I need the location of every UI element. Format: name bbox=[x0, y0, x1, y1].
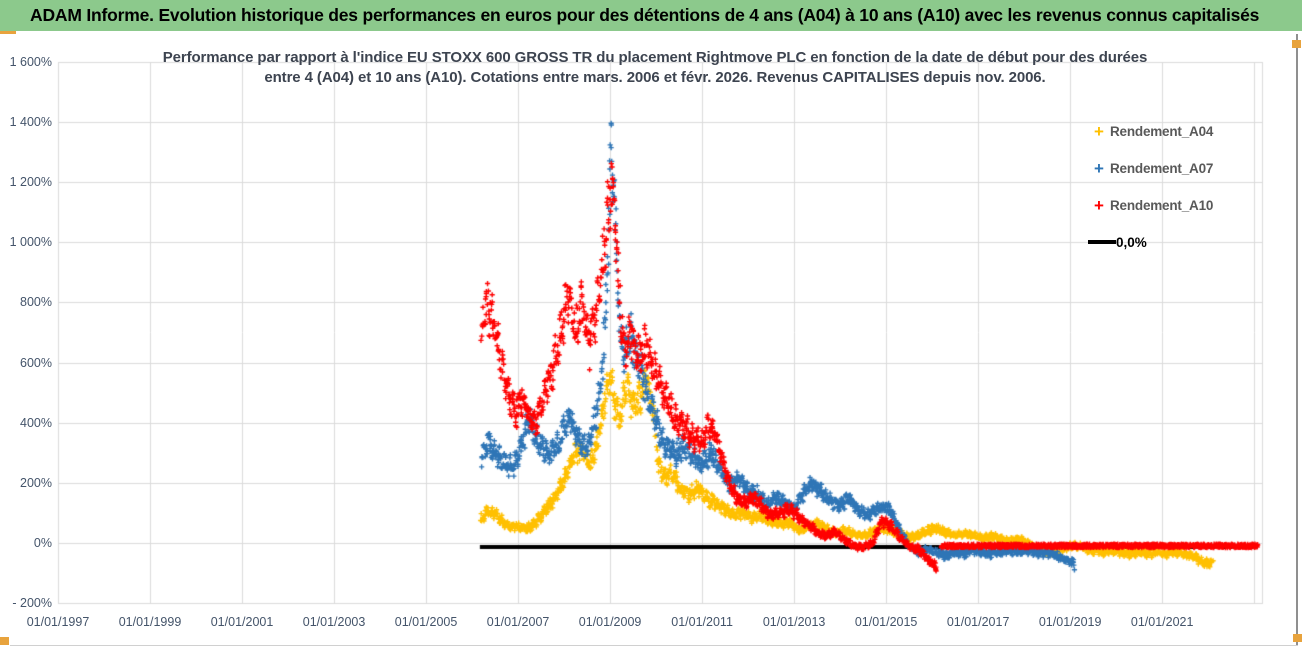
selection-handle-bottom-right[interactable] bbox=[1293, 634, 1302, 642]
plus-marker-icon: + bbox=[1094, 195, 1104, 215]
chart-object-border bbox=[1296, 34, 1298, 646]
chart-title-line1: Performance par rapport à l'indice EU ST… bbox=[162, 49, 1148, 66]
y-tick-label: 1 000% bbox=[9, 235, 52, 250]
y-tick-label: 800% bbox=[20, 295, 52, 310]
legend-label: Rendement_A04 bbox=[1110, 123, 1214, 139]
y-tick-label: 200% bbox=[20, 475, 52, 490]
chart-title: Performance par rapport à l'indice EU ST… bbox=[160, 48, 1150, 88]
x-tick-label: 01/01/1999 bbox=[118, 615, 182, 629]
chart-object-border-bottom bbox=[10, 645, 1298, 646]
chart-legend: + Rendement_A04 + Rendement_A07 + Rendem… bbox=[1088, 118, 1278, 266]
legend-label: Rendement_A07 bbox=[1110, 160, 1214, 176]
y-tick-label: - 200% bbox=[12, 596, 52, 610]
x-tick-label: 01/01/2017 bbox=[946, 615, 1010, 629]
y-tick-label: 400% bbox=[20, 415, 52, 430]
x-tick-label: 01/01/2001 bbox=[210, 615, 274, 629]
plus-marker-icon: + bbox=[1094, 158, 1104, 178]
legend-item-rendement-a07[interactable]: + Rendement_A07 bbox=[1088, 155, 1278, 181]
x-tick-label: 01/01/2005 bbox=[394, 615, 458, 629]
selection-handle-top-right[interactable] bbox=[1292, 40, 1301, 48]
x-tick-label: 01/01/2019 bbox=[1038, 615, 1102, 629]
y-tick-label: 0% bbox=[33, 535, 52, 550]
zero-line-icon bbox=[1088, 240, 1116, 244]
x-tick-label: 01/01/2007 bbox=[486, 615, 550, 629]
x-tick-label: 01/01/2009 bbox=[578, 615, 642, 629]
legend-item-zero-line[interactable]: 0,0% bbox=[1088, 229, 1278, 255]
y-tick-label: 600% bbox=[20, 355, 52, 370]
x-tick-label: 01/01/2021 bbox=[1130, 615, 1194, 629]
x-tick-label: 01/01/2015 bbox=[854, 615, 918, 629]
x-tick-label: 01/01/2003 bbox=[302, 615, 366, 629]
legend-item-rendement-a04[interactable]: + Rendement_A04 bbox=[1088, 118, 1278, 144]
legend-item-rendement-a10[interactable]: + Rendement_A10 bbox=[1088, 192, 1278, 218]
selection-handle-bottom-left[interactable] bbox=[0, 637, 9, 645]
chart-title-line2: entre 4 (A04) et 10 ans (A10). Cotations… bbox=[264, 69, 1046, 86]
y-tick-label: 1 400% bbox=[9, 115, 52, 130]
x-tick-label: 01/01/1997 bbox=[26, 615, 90, 629]
legend-label: 0,0% bbox=[1116, 234, 1147, 250]
x-tick-label: 01/01/2013 bbox=[762, 615, 826, 629]
y-tick-label: 1 600% bbox=[9, 55, 52, 69]
legend-label: Rendement_A10 bbox=[1110, 197, 1214, 213]
x-tick-label: 01/01/2011 bbox=[671, 615, 733, 629]
plus-marker-icon: + bbox=[1094, 121, 1104, 141]
y-tick-label: 1 200% bbox=[9, 175, 52, 190]
